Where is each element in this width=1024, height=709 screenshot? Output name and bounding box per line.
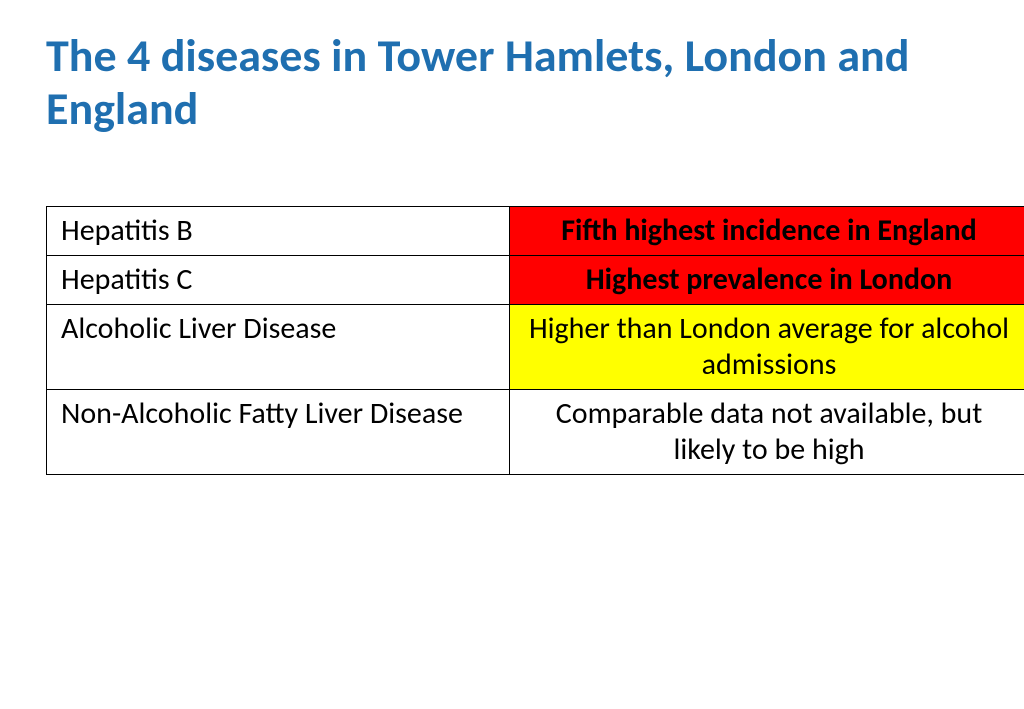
- status-cell: Comparable data not available, but likel…: [510, 389, 1024, 474]
- table-row: Alcoholic Liver Disease Higher than Lond…: [47, 304, 1024, 389]
- status-cell: Higher than London average for alcohol a…: [510, 304, 1024, 389]
- slide: The 4 diseases in Tower Hamlets, London …: [0, 0, 1024, 709]
- table-row: Hepatitis B Fifth highest incidence in E…: [47, 206, 1024, 255]
- disease-cell: Hepatitis B: [47, 206, 510, 255]
- disease-cell: Non-Alcoholic Fatty Liver Disease: [47, 389, 510, 474]
- diseases-table: Hepatitis B Fifth highest incidence in E…: [46, 206, 1024, 475]
- page-title: The 4 diseases in Tower Hamlets, London …: [46, 30, 978, 136]
- status-cell: Fifth highest incidence in England: [510, 206, 1024, 255]
- table-row: Non-Alcoholic Fatty Liver Disease Compar…: [47, 389, 1024, 474]
- disease-cell: Alcoholic Liver Disease: [47, 304, 510, 389]
- table-row: Hepatitis C Highest prevalence in London: [47, 255, 1024, 304]
- status-cell: Highest prevalence in London: [510, 255, 1024, 304]
- disease-cell: Hepatitis C: [47, 255, 510, 304]
